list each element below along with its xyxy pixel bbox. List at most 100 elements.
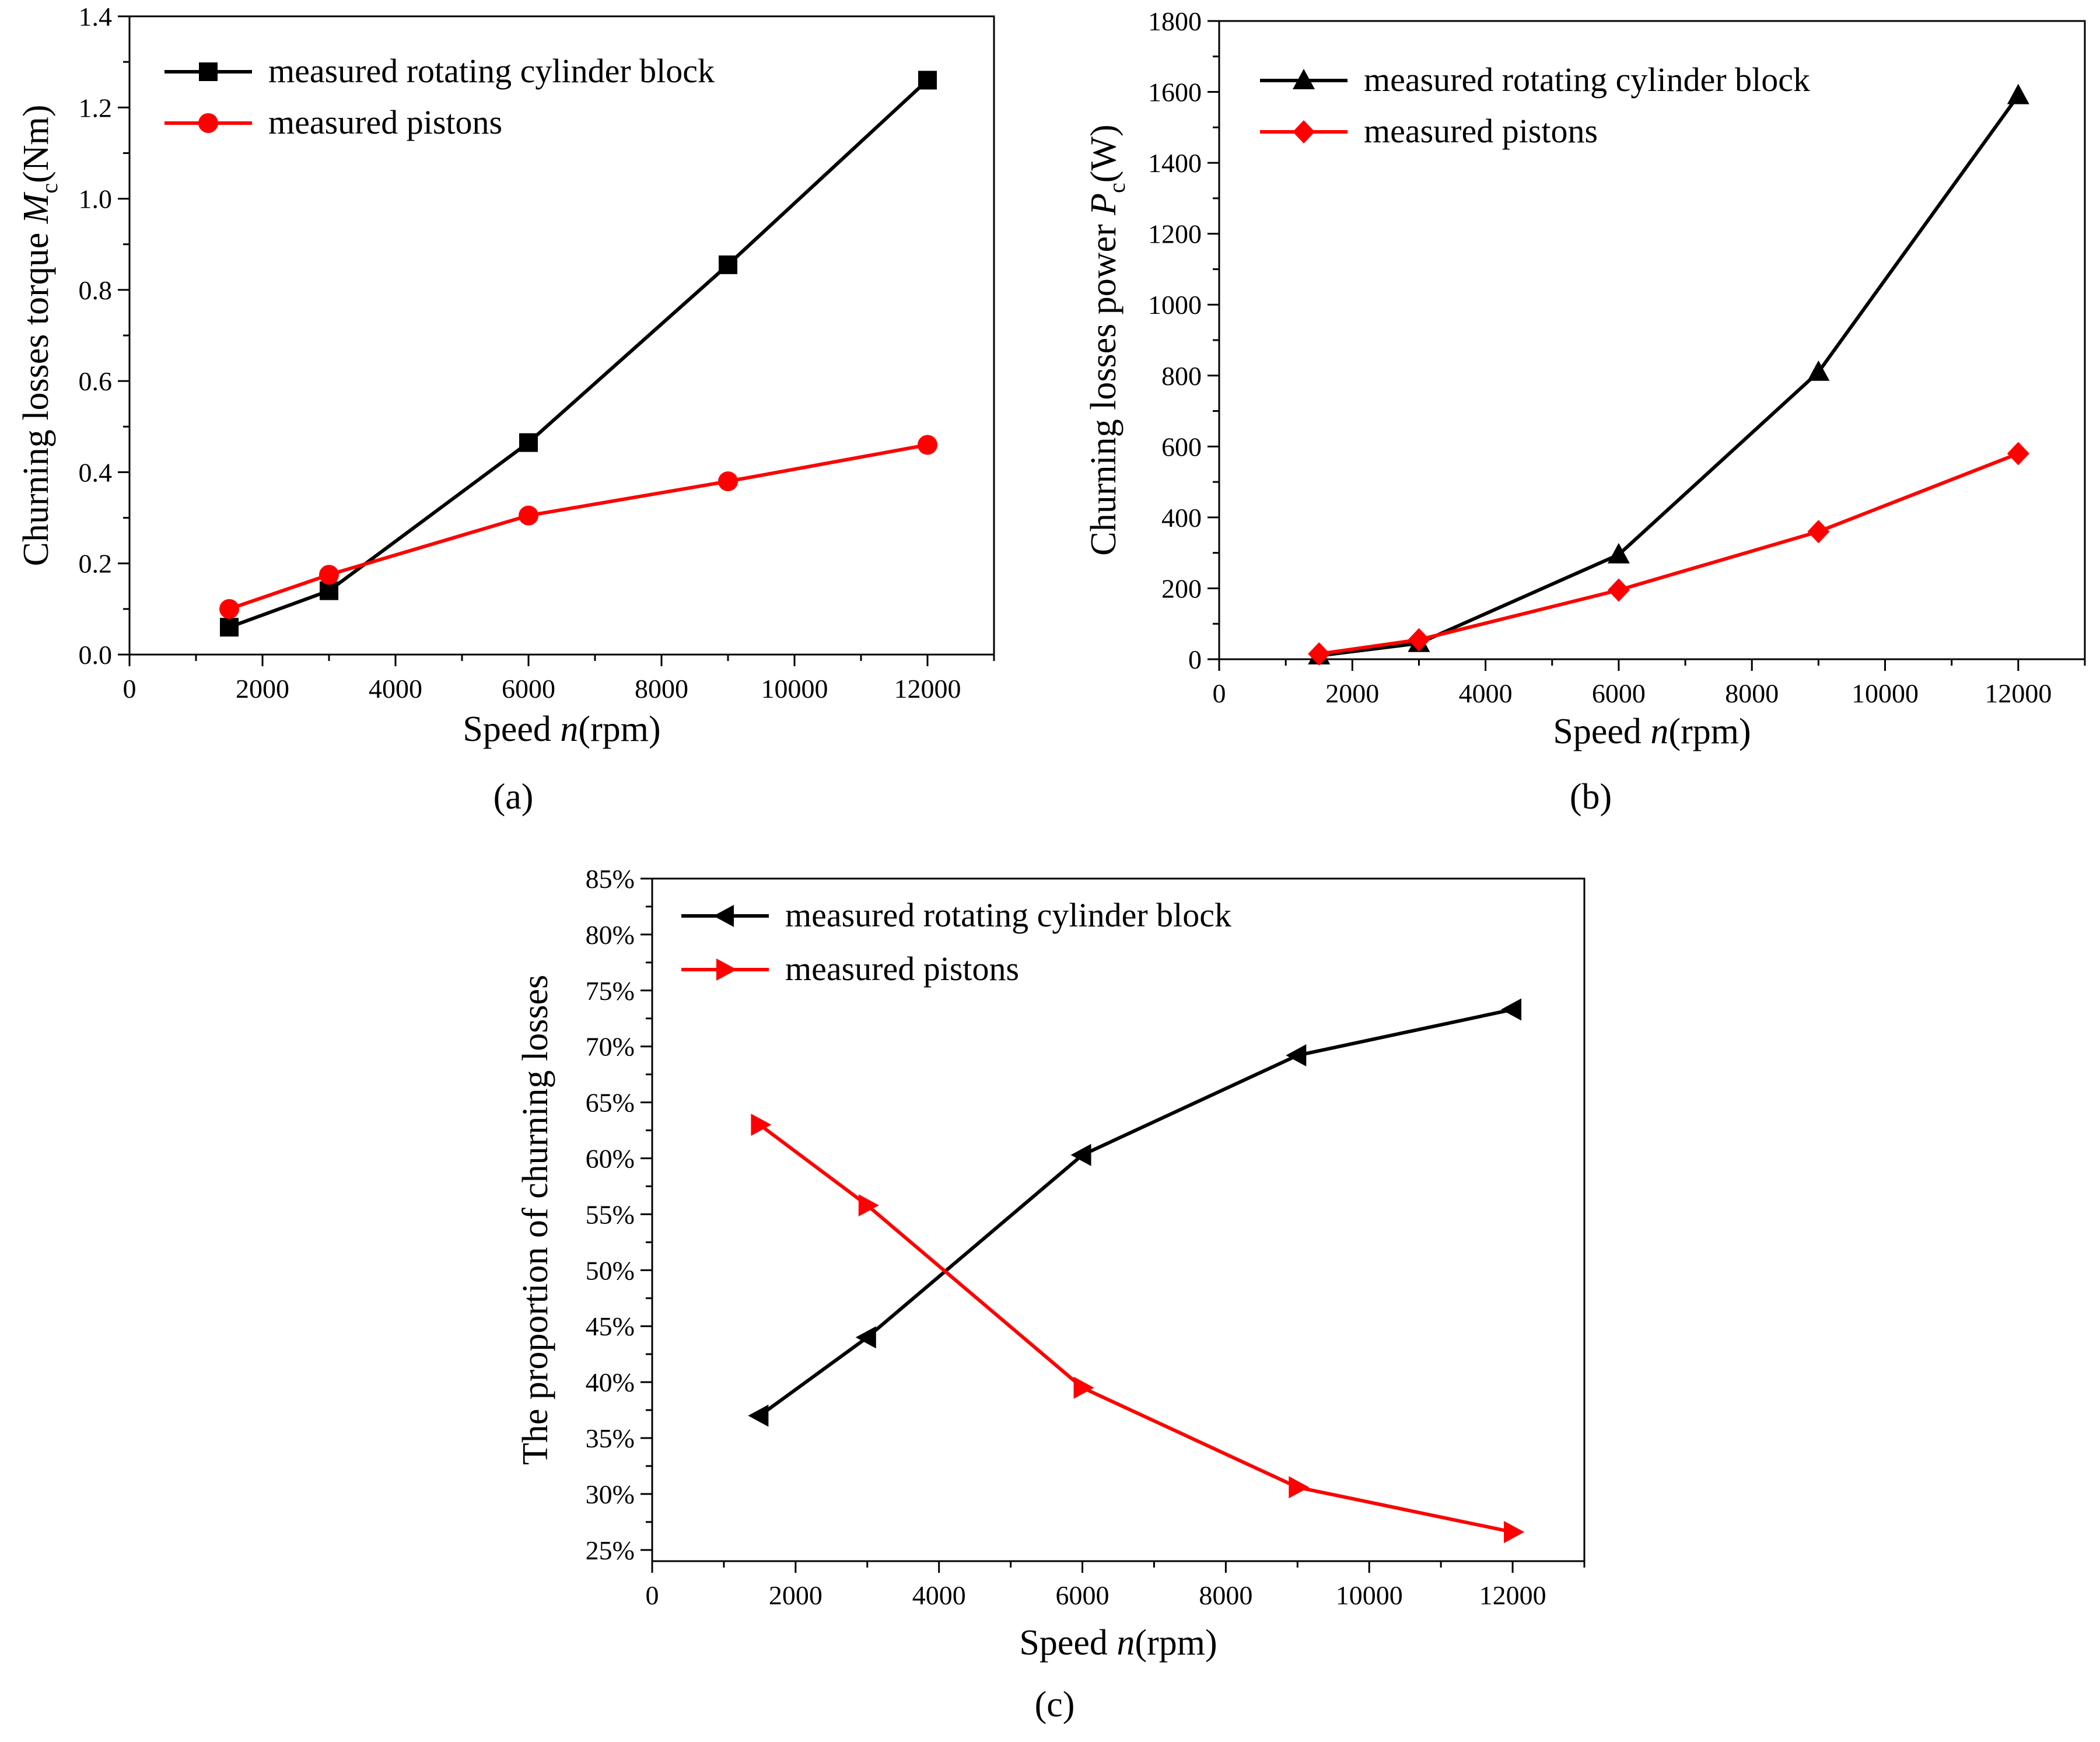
data-point-series-1 xyxy=(220,618,239,637)
panel-label-c: (c) xyxy=(1035,1685,1075,1724)
x-tick-label: 6000 xyxy=(1592,678,1646,708)
legend-label-1: measured rotating cylinder block xyxy=(268,52,715,90)
data-point-series-1 xyxy=(855,1326,876,1349)
x-tick-label: 0 xyxy=(1213,678,1226,708)
x-tick-label: 4000 xyxy=(1459,678,1513,708)
y-axis-title-part: M xyxy=(16,191,56,224)
x-tick-label: 12000 xyxy=(1479,1580,1546,1610)
data-point-series-1 xyxy=(1286,1044,1307,1067)
data-point-series-2 xyxy=(1289,1476,1310,1499)
data-point-series-1 xyxy=(1070,1143,1091,1166)
x-axis-title: Speed n(rpm) xyxy=(1019,1623,1217,1663)
data-point-series-1 xyxy=(1607,543,1630,564)
data-point-series-2 xyxy=(2007,442,2029,466)
data-point-series-2 xyxy=(1607,578,1630,602)
legend-marker-1 xyxy=(1293,69,1315,89)
data-point-series-1 xyxy=(748,1404,769,1427)
data-point-series-1 xyxy=(918,71,937,90)
y-axis-title-part: Churning losses power xyxy=(1084,215,1124,556)
x-tick-label: 10000 xyxy=(761,674,828,704)
chart-panel-c: 0 2000 4000 6000 8000 10000 12000 25% 30% 35% 40% 4… xyxy=(516,864,1586,1663)
y-tick-label: 60% xyxy=(586,1144,635,1174)
data-point-series-1 xyxy=(1501,998,1522,1021)
y-axis-title-part: (W) xyxy=(1084,124,1124,183)
x-tick-label: 2000 xyxy=(236,674,289,704)
y-tick-label: 1.4 xyxy=(79,2,113,32)
x-tick-label: 12000 xyxy=(1985,678,2052,708)
x-axis-title-part: n xyxy=(560,709,578,749)
x-axis-title-part: (rpm) xyxy=(1668,712,1751,751)
data-point-series-2 xyxy=(1504,1521,1525,1544)
x-tick-label: 8000 xyxy=(635,674,688,704)
y-tick-label: 50% xyxy=(586,1255,635,1285)
data-point-series-2 xyxy=(1073,1376,1094,1399)
y-tick-label: 75% xyxy=(586,976,635,1006)
x-axis-title-part: n xyxy=(1650,712,1668,751)
y-tick-label: 25% xyxy=(586,1535,635,1565)
y-tick-label: 35% xyxy=(586,1423,635,1453)
x-tick-label: 8000 xyxy=(1725,678,1779,708)
x-axis-title-part: (rpm) xyxy=(578,709,660,749)
data-point-series-2 xyxy=(1408,628,1430,652)
y-tick-label: 800 xyxy=(1161,361,1202,391)
y-tick-label: 85% xyxy=(586,864,635,894)
y-axis-title: The proportion of churning losses xyxy=(516,975,555,1465)
x-tick-label: 6000 xyxy=(502,674,555,704)
legend-marker-2 xyxy=(716,959,737,981)
plot-frame xyxy=(651,877,1586,1562)
x-axis-title-part: Speed xyxy=(1019,1623,1116,1663)
y-axis-title-part: (Nm) xyxy=(16,105,56,183)
y-axis-title: Churning losses torque Mc(Nm) xyxy=(16,105,62,566)
y-tick-label: 80% xyxy=(586,920,635,950)
legend-marker-2 xyxy=(198,113,218,133)
data-point-series-1 xyxy=(2007,83,2029,104)
data-point-series-2 xyxy=(219,599,239,619)
x-tick-label: 6000 xyxy=(1056,1580,1110,1610)
legend-marker-2 xyxy=(1293,120,1315,144)
legend-label-2: measured pistons xyxy=(1364,112,1598,150)
x-axis-title: Speed n(rpm) xyxy=(1553,712,1751,751)
chart-panel-b: 0 2000 4000 6000 8000 10000 12000 0 200 400 600 800… xyxy=(1084,6,2086,751)
y-axis-title-part: Churning losses torque xyxy=(16,223,56,566)
y-tick-label: 70% xyxy=(586,1032,635,1062)
legend-label-2: measured pistons xyxy=(785,950,1019,988)
y-axis-title-part: c xyxy=(1104,183,1130,193)
x-tick-label: 2000 xyxy=(769,1580,822,1610)
x-tick-label: 10000 xyxy=(1852,678,1919,708)
legend-label-2: measured pistons xyxy=(268,103,502,141)
y-axis-title-part: c xyxy=(36,183,62,194)
data-point-series-2 xyxy=(858,1194,879,1217)
y-tick-label: 40% xyxy=(586,1367,635,1397)
y-tick-label: 0.8 xyxy=(79,275,113,305)
x-tick-label: 0 xyxy=(646,1580,659,1610)
x-axis-title-part: n xyxy=(1116,1623,1135,1663)
y-tick-label: 600 xyxy=(1161,432,1202,461)
y-tick-label: 55% xyxy=(586,1199,635,1229)
y-axis-title-part: P xyxy=(1084,193,1124,216)
y-tick-label: 1800 xyxy=(1148,6,1202,36)
data-point-series-1 xyxy=(519,433,538,452)
panel-label-b: (b) xyxy=(1570,777,1612,817)
y-tick-label: 0.4 xyxy=(79,457,113,487)
panel-label-a: (a) xyxy=(494,777,534,817)
legend-marker-1 xyxy=(713,905,734,927)
data-point-series-2 xyxy=(319,565,339,585)
y-tick-label: 0.0 xyxy=(79,640,113,670)
y-tick-label: 1600 xyxy=(1148,78,1202,107)
legend-label-1: measured rotating cylinder block xyxy=(1364,61,1810,99)
data-point-series-2 xyxy=(519,505,538,526)
data-point-series-1 xyxy=(719,255,737,274)
y-tick-label: 65% xyxy=(586,1088,635,1118)
data-point-series-2 xyxy=(751,1113,772,1136)
data-point-series-1 xyxy=(1807,360,1830,381)
data-point-series-2 xyxy=(1807,520,1830,544)
y-tick-label: 45% xyxy=(586,1311,635,1341)
y-tick-label: 1000 xyxy=(1148,290,1202,320)
legend-label-1: measured rotating cylinder block xyxy=(785,896,1231,934)
x-tick-label: 2000 xyxy=(1325,678,1379,708)
x-tick-label: 8000 xyxy=(1199,1580,1252,1610)
y-tick-label: 30% xyxy=(586,1479,635,1509)
x-axis-title-part: Speed xyxy=(1553,712,1650,751)
x-tick-label: 12000 xyxy=(894,674,961,704)
x-tick-label: 0 xyxy=(123,674,136,704)
